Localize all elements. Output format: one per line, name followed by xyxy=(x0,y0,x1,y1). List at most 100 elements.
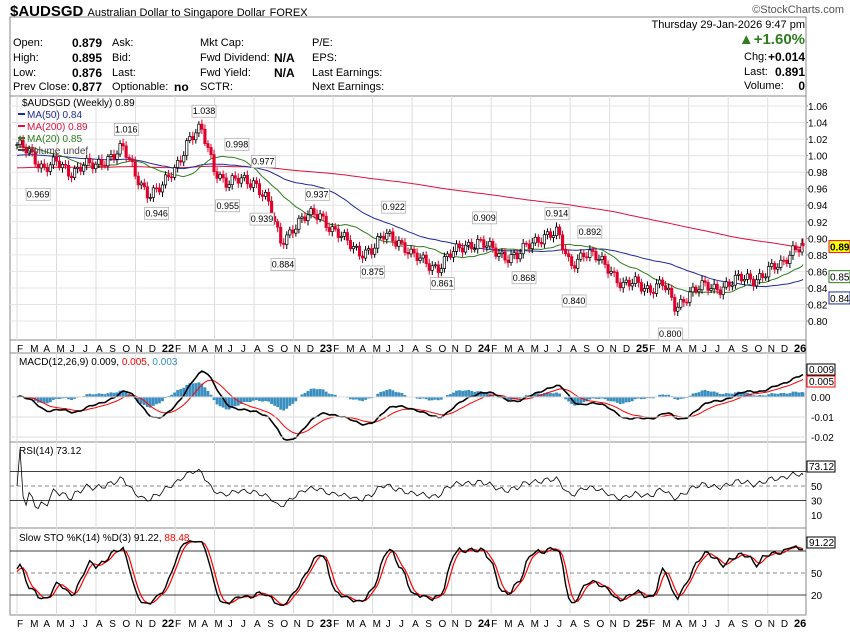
macd-line xyxy=(16,370,804,441)
macd-hist-bar xyxy=(379,391,383,397)
candle-body xyxy=(157,187,162,193)
macd-hist-bar xyxy=(330,394,334,397)
candle xyxy=(15,142,19,150)
candle-body xyxy=(418,257,422,261)
exchange: FOREX xyxy=(269,7,308,19)
candle xyxy=(215,167,219,184)
candle xyxy=(648,283,653,296)
macd-hist-bar xyxy=(721,393,725,397)
rsi-tick-label: 30 xyxy=(811,497,823,508)
candle-body xyxy=(185,140,189,156)
month-label: N xyxy=(610,344,617,355)
macd-hist-bar xyxy=(206,390,210,397)
month-label: N xyxy=(768,619,775,630)
candle xyxy=(100,154,104,171)
candle-body xyxy=(433,264,437,267)
price-legend: $AUDSGD (Weekly) 0.89 xyxy=(22,98,135,109)
candle-body xyxy=(645,285,650,289)
candle-body xyxy=(215,171,219,179)
macd-hist-bar xyxy=(700,390,704,397)
candle-body xyxy=(251,180,255,188)
candle-body xyxy=(342,232,346,237)
macd-hist-bar xyxy=(688,395,692,397)
candle xyxy=(682,296,686,308)
candle-body xyxy=(236,177,240,184)
macd-hist-bar xyxy=(294,397,298,402)
month-label: M xyxy=(662,619,670,630)
brand-logo[interactable]: ©StockCharts.com xyxy=(752,4,844,16)
candle-body xyxy=(88,157,92,164)
macd-hist-bar xyxy=(533,393,537,397)
candle-body xyxy=(297,217,301,230)
candle xyxy=(679,294,683,311)
candle-body xyxy=(579,252,583,260)
macd-tick-label: -0.02 xyxy=(811,433,834,444)
annotation-box xyxy=(114,123,139,136)
candle-body xyxy=(73,168,77,178)
macd-hist-bar xyxy=(461,390,464,397)
datetime: Thursday 29-Jan-2026 9:47 pm xyxy=(651,19,805,31)
price-tick-label: 1.02 xyxy=(808,135,828,146)
low-label: Low: xyxy=(13,67,37,79)
candle xyxy=(609,266,613,277)
candle-body xyxy=(18,139,22,145)
candle xyxy=(794,242,798,253)
candle xyxy=(112,149,116,163)
macd-hist-bar xyxy=(173,392,177,397)
candle xyxy=(173,164,177,181)
candle-body xyxy=(318,213,322,220)
macd-hist-bar xyxy=(600,397,604,399)
macd-hist-bar xyxy=(51,397,55,400)
annotation-label: 0.892 xyxy=(579,227,602,237)
month-label: A xyxy=(43,619,50,630)
candle xyxy=(103,161,107,169)
month-label: S xyxy=(109,619,116,630)
candle xyxy=(536,234,540,248)
candle xyxy=(712,279,716,294)
candle-body xyxy=(733,275,737,286)
macd-hist-bar xyxy=(794,391,798,397)
month-label: J xyxy=(544,619,549,630)
price-tick-label: 1.06 xyxy=(808,102,828,113)
macd-hist-bar xyxy=(88,393,92,397)
candle-body xyxy=(715,283,719,291)
candle-body xyxy=(506,259,510,263)
macd-hist-bar xyxy=(761,395,765,397)
macd-hist-bar xyxy=(682,397,686,399)
candle-body xyxy=(309,208,313,216)
candle xyxy=(485,241,489,252)
candle-body xyxy=(801,243,805,247)
macd-hist-bar xyxy=(612,397,616,402)
candle xyxy=(457,240,462,252)
candle xyxy=(315,209,319,225)
month-label: N xyxy=(136,344,143,355)
month-label: O xyxy=(755,344,763,355)
macd-hist-bar xyxy=(91,394,95,397)
candle-body xyxy=(182,155,186,163)
candle xyxy=(251,177,255,193)
annotation-box xyxy=(250,155,276,168)
macd-hist-bar xyxy=(58,397,61,400)
candle-body xyxy=(242,174,246,179)
candle xyxy=(618,278,622,292)
macd-hist-bar xyxy=(106,393,110,397)
month-label: D xyxy=(781,344,788,355)
month-label: D xyxy=(465,344,472,355)
candle xyxy=(142,178,146,190)
candle-body xyxy=(691,286,695,293)
candle-body xyxy=(724,281,728,288)
candle xyxy=(673,293,677,316)
candle xyxy=(539,237,543,248)
candle-body xyxy=(427,263,431,271)
candle-body xyxy=(633,276,637,284)
candle xyxy=(76,162,80,174)
candle-body xyxy=(752,278,756,287)
candle-body xyxy=(48,164,52,172)
sto-tick-label: 20 xyxy=(811,591,823,602)
candle xyxy=(297,215,301,234)
candle-body xyxy=(421,254,425,259)
macd-hist-bar xyxy=(245,397,249,402)
candle-body xyxy=(239,177,243,184)
